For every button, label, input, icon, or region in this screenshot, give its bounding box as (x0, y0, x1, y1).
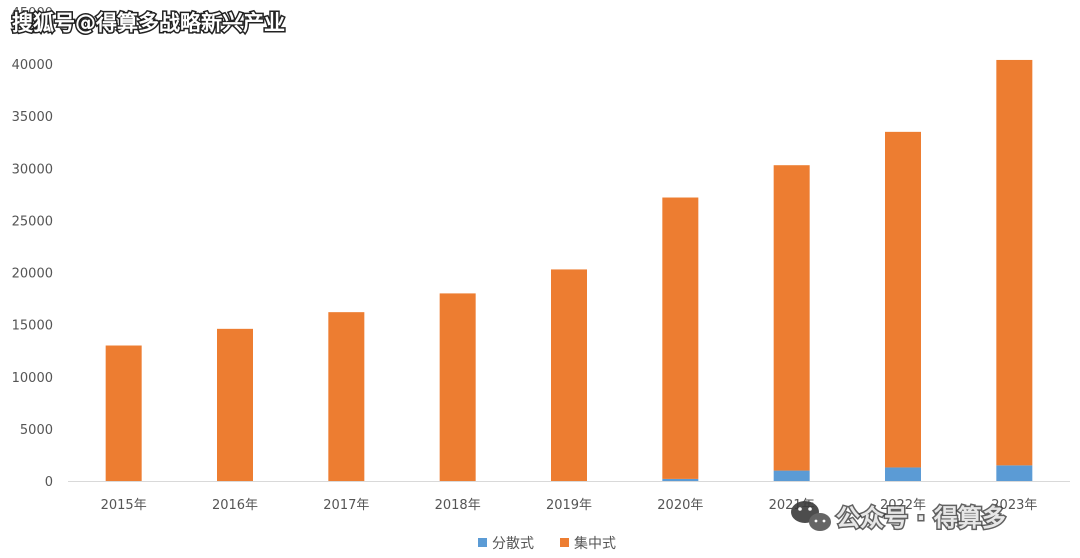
bar-centralized (885, 131, 921, 468)
bar-distributed (773, 470, 810, 481)
x-tick-label: 2023年 (991, 498, 1037, 513)
bar-centralized (662, 197, 699, 479)
bar-centralized (439, 293, 476, 481)
x-tick-label: 2017年 (323, 498, 369, 513)
watermark-top-text: 搜狐号@得算多战略新兴产业 (12, 11, 285, 35)
x-tick-label: 2019年 (546, 498, 592, 513)
x-tick-label: 2015年 (101, 498, 147, 513)
y-tick-label: 20000 (12, 267, 53, 282)
y-tick-label: 10000 (12, 371, 53, 386)
plot-area (105, 59, 1033, 481)
bar-centralized (217, 328, 253, 481)
wechat-icon (791, 501, 831, 531)
bar-distributed (885, 467, 921, 481)
y-tick-label: 45000 (12, 6, 53, 21)
legend-label: 分散式 (492, 536, 534, 552)
x-tick-label: 2018年 (435, 498, 481, 513)
x-axis: 2015年 2016年 2017年 2018年 2019年 2020年 2021年 2022年… (68, 481, 1070, 513)
bar-centralized (551, 269, 587, 481)
y-tick-label: 15000 (12, 319, 53, 334)
bar-centralized (996, 59, 1033, 466)
legend-swatch (560, 538, 569, 547)
legend-swatch (478, 538, 487, 547)
x-tick-label: 2022年 (880, 498, 926, 513)
y-tick-label: 0 (45, 475, 53, 490)
x-tick-label: 2016年 (212, 498, 258, 513)
legend-label: 集中式 (574, 535, 616, 552)
y-tick-label: 25000 (12, 214, 53, 229)
bar-centralized (773, 165, 810, 471)
watermark-bottom-text: 公众号 · 得算多 (836, 504, 1006, 532)
y-tick-label: 40000 (12, 58, 53, 73)
bar-distributed (996, 465, 1033, 481)
bar-centralized (328, 312, 365, 481)
x-tick-label: 2020年 (657, 498, 703, 513)
bar-distributed (662, 478, 699, 481)
bar-centralized (105, 345, 142, 481)
legend: 分散式 集中式 (478, 535, 616, 552)
y-axis: 0 5000 10000 15000 20000 25000 30000 35000 40000… (12, 6, 53, 490)
y-tick-label: 30000 (12, 162, 53, 177)
y-tick-label: 5000 (20, 423, 53, 438)
y-tick-label: 35000 (12, 110, 53, 125)
